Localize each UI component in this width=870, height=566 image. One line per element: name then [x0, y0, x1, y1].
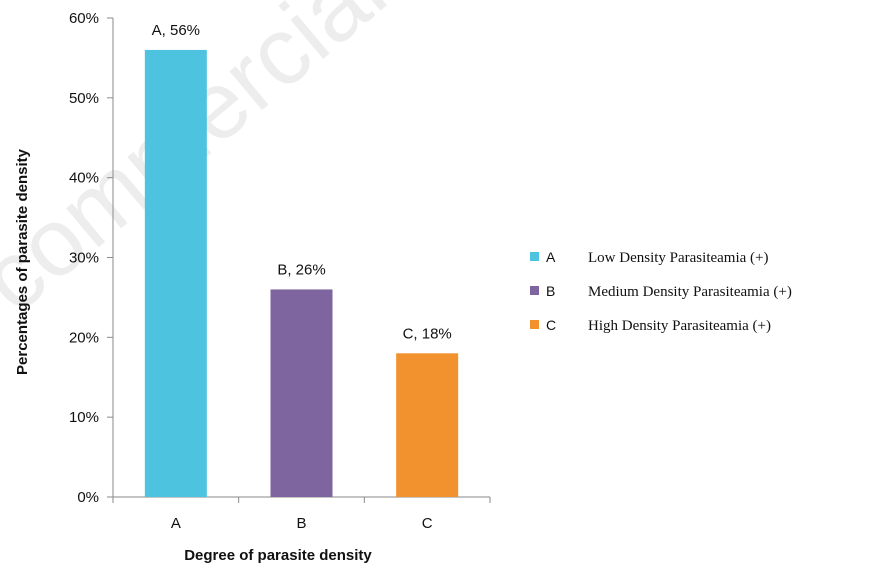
y-tick-label: 0%	[77, 489, 99, 506]
y-tick-label: 40%	[69, 170, 99, 187]
legend-label: Medium Density Parasiteamia (+)	[588, 284, 792, 300]
data-label: B, 26%	[277, 261, 325, 278]
y-tick-label: 10%	[69, 409, 99, 426]
y-tick-label: 60%	[69, 10, 99, 27]
y-axis: 0% 10% 20% 30% 40% 50% 60%	[69, 10, 114, 506]
bars	[144, 49, 459, 497]
x-tick-label: A	[171, 515, 181, 532]
data-label: C, 18%	[403, 325, 452, 342]
bar-b	[270, 289, 333, 497]
legend-swatch	[530, 252, 539, 261]
legend-key: C	[546, 317, 556, 333]
x-axis: A B C	[112, 496, 491, 532]
data-labels: A, 56% B, 26% C, 18%	[152, 22, 452, 342]
y-tick-label: 30%	[69, 250, 99, 267]
legend-swatch	[530, 286, 539, 295]
y-tick-label: 20%	[69, 329, 99, 346]
x-tick-label: B	[296, 515, 306, 532]
x-axis-title: Degree of parasite density	[184, 547, 372, 564]
legend-swatch	[530, 320, 539, 329]
legend-key: A	[546, 249, 556, 265]
legend-key: B	[546, 283, 555, 299]
data-label: A, 56%	[152, 22, 200, 39]
x-tick-label: C	[422, 515, 433, 532]
y-axis-title: Percentages of parasite density	[14, 148, 31, 375]
legend: A Low Density Parasiteamia (+) B Medium Den…	[530, 249, 792, 334]
legend-label: High Density Parasiteamia (+)	[588, 318, 771, 334]
bar-c	[396, 353, 459, 497]
y-tick-label: 50%	[69, 90, 99, 107]
legend-label: Low Density Parasiteamia (+)	[588, 250, 769, 266]
bar-a	[144, 49, 207, 497]
